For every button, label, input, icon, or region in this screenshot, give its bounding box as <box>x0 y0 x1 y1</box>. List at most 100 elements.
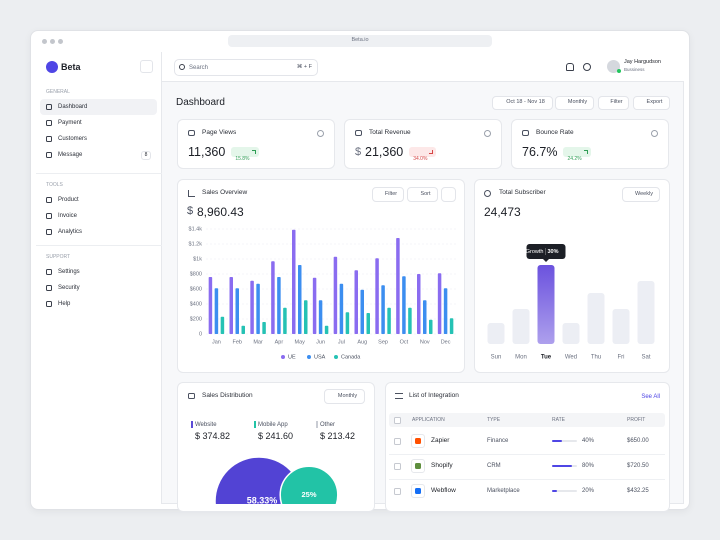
badge-count: 8 <box>144 151 148 158</box>
nav-icon <box>46 285 52 291</box>
nav-icon <box>46 197 52 203</box>
app-logo <box>415 438 421 444</box>
app-logo <box>415 488 421 495</box>
filter-button[interactable] <box>372 187 404 202</box>
distribution-label: Other <box>320 421 336 428</box>
shortcut: ⌘ + F <box>296 63 312 70</box>
nav-item[interactable]: Message <box>58 152 83 158</box>
nav-icon <box>46 229 52 235</box>
app-logo-frame <box>411 484 425 499</box>
stat-label: Bounce Rate <box>536 128 574 136</box>
search-box[interactable] <box>174 59 318 76</box>
chart-icon <box>188 189 195 197</box>
nav-item[interactable]: Security <box>58 285 80 291</box>
rate-fill <box>552 465 572 468</box>
badge <box>141 150 151 160</box>
logo <box>46 61 58 73</box>
table-header <box>389 413 665 427</box>
bell-icon[interactable] <box>566 63 574 71</box>
nav-icon <box>46 301 52 307</box>
nav-item[interactable]: Customers <box>58 136 88 142</box>
see-all-link[interactable]: See All <box>641 393 660 400</box>
nav-item[interactable]: Product <box>58 197 79 203</box>
app-logo-frame <box>411 459 425 474</box>
checkbox[interactable] <box>394 462 401 470</box>
window-dot <box>49 38 55 44</box>
app-name: Webflow <box>431 487 456 495</box>
rate-fill <box>552 440 562 442</box>
stat-label: Page Views <box>202 128 237 136</box>
card-title: Sales Distribution <box>202 392 253 400</box>
nav-item[interactable]: Dashboard <box>58 104 88 110</box>
section-title: TOOLS <box>46 181 63 188</box>
nav-item[interactable]: Invoice <box>58 213 78 219</box>
card-title: Total Subscriber <box>499 188 546 196</box>
section-title: SUPPORT <box>46 253 71 260</box>
subscriber-total: 24,473 <box>484 204 521 219</box>
rate-label: 40% <box>581 438 594 444</box>
profit: $432.25 <box>627 488 649 495</box>
sidebar <box>36 52 162 504</box>
rate-label: 20% <box>581 488 594 495</box>
legend-bar <box>191 421 193 428</box>
column-header: PROFIT <box>627 416 646 423</box>
period-select[interactable] <box>555 96 594 110</box>
more-button[interactable] <box>441 187 456 202</box>
nav-item[interactable]: Settings <box>58 269 80 275</box>
nav-item[interactable]: Payment <box>58 120 82 126</box>
stat-card <box>344 119 502 169</box>
trend-arrow <box>251 150 256 154</box>
trend-arrow <box>429 150 434 154</box>
window-dot <box>57 38 63 44</box>
change-chip: 34.0% <box>409 147 437 162</box>
nav-icon <box>46 120 52 126</box>
nav-icon <box>46 152 52 158</box>
filter-button[interactable] <box>598 96 629 110</box>
change-value: 24.2% <box>567 156 582 162</box>
brand: Beta <box>61 61 81 72</box>
add-icon[interactable] <box>583 63 591 71</box>
checkbox[interactable] <box>394 487 401 495</box>
integration-icon <box>395 393 403 399</box>
export-button[interactable] <box>633 96 670 110</box>
period-select[interactable] <box>324 389 365 404</box>
app-logo <box>415 463 421 470</box>
info-icon <box>317 129 324 137</box>
separator <box>36 173 162 174</box>
distribution-value: $ 374.82 <box>195 431 231 441</box>
app-type: Marketplace <box>487 488 520 495</box>
nav-item[interactable]: Analytics <box>58 229 83 235</box>
checkbox[interactable] <box>394 437 401 445</box>
app-type: Finance <box>487 438 509 444</box>
period-select-label: Monthly <box>567 99 588 106</box>
change-value: 15.8% <box>235 156 250 162</box>
info-icon <box>651 129 658 137</box>
nav-icon <box>46 136 52 142</box>
nav-icon <box>46 104 52 110</box>
section-title: GENERAL <box>46 88 70 95</box>
app-type: CRM <box>487 463 501 470</box>
separator <box>36 245 162 246</box>
nav-icon <box>46 213 52 219</box>
collapse-button[interactable] <box>140 60 153 73</box>
stat-icon <box>188 130 195 136</box>
search-icon <box>179 64 185 70</box>
distribution-label: Mobile App <box>258 421 288 428</box>
filter-button-label: Filter <box>384 190 398 197</box>
column-header: APPLICATION <box>412 416 445 423</box>
nav-item[interactable]: Help <box>58 301 71 307</box>
change-chip: 24.2% <box>563 147 591 162</box>
checkbox[interactable] <box>394 416 401 424</box>
app-logo-frame <box>411 434 425 448</box>
window-dot <box>41 38 47 44</box>
stat-icon <box>355 130 362 136</box>
period-select-label: Weekly <box>635 190 653 197</box>
date-range-button[interactable] <box>492 96 553 110</box>
user-icon <box>484 189 491 197</box>
sort-button[interactable] <box>407 187 438 202</box>
stat-card <box>177 119 335 169</box>
search-placeholder: Search <box>189 64 209 71</box>
legend-bar <box>316 421 318 428</box>
period-select[interactable] <box>622 187 660 202</box>
nav-active[interactable] <box>40 99 157 115</box>
